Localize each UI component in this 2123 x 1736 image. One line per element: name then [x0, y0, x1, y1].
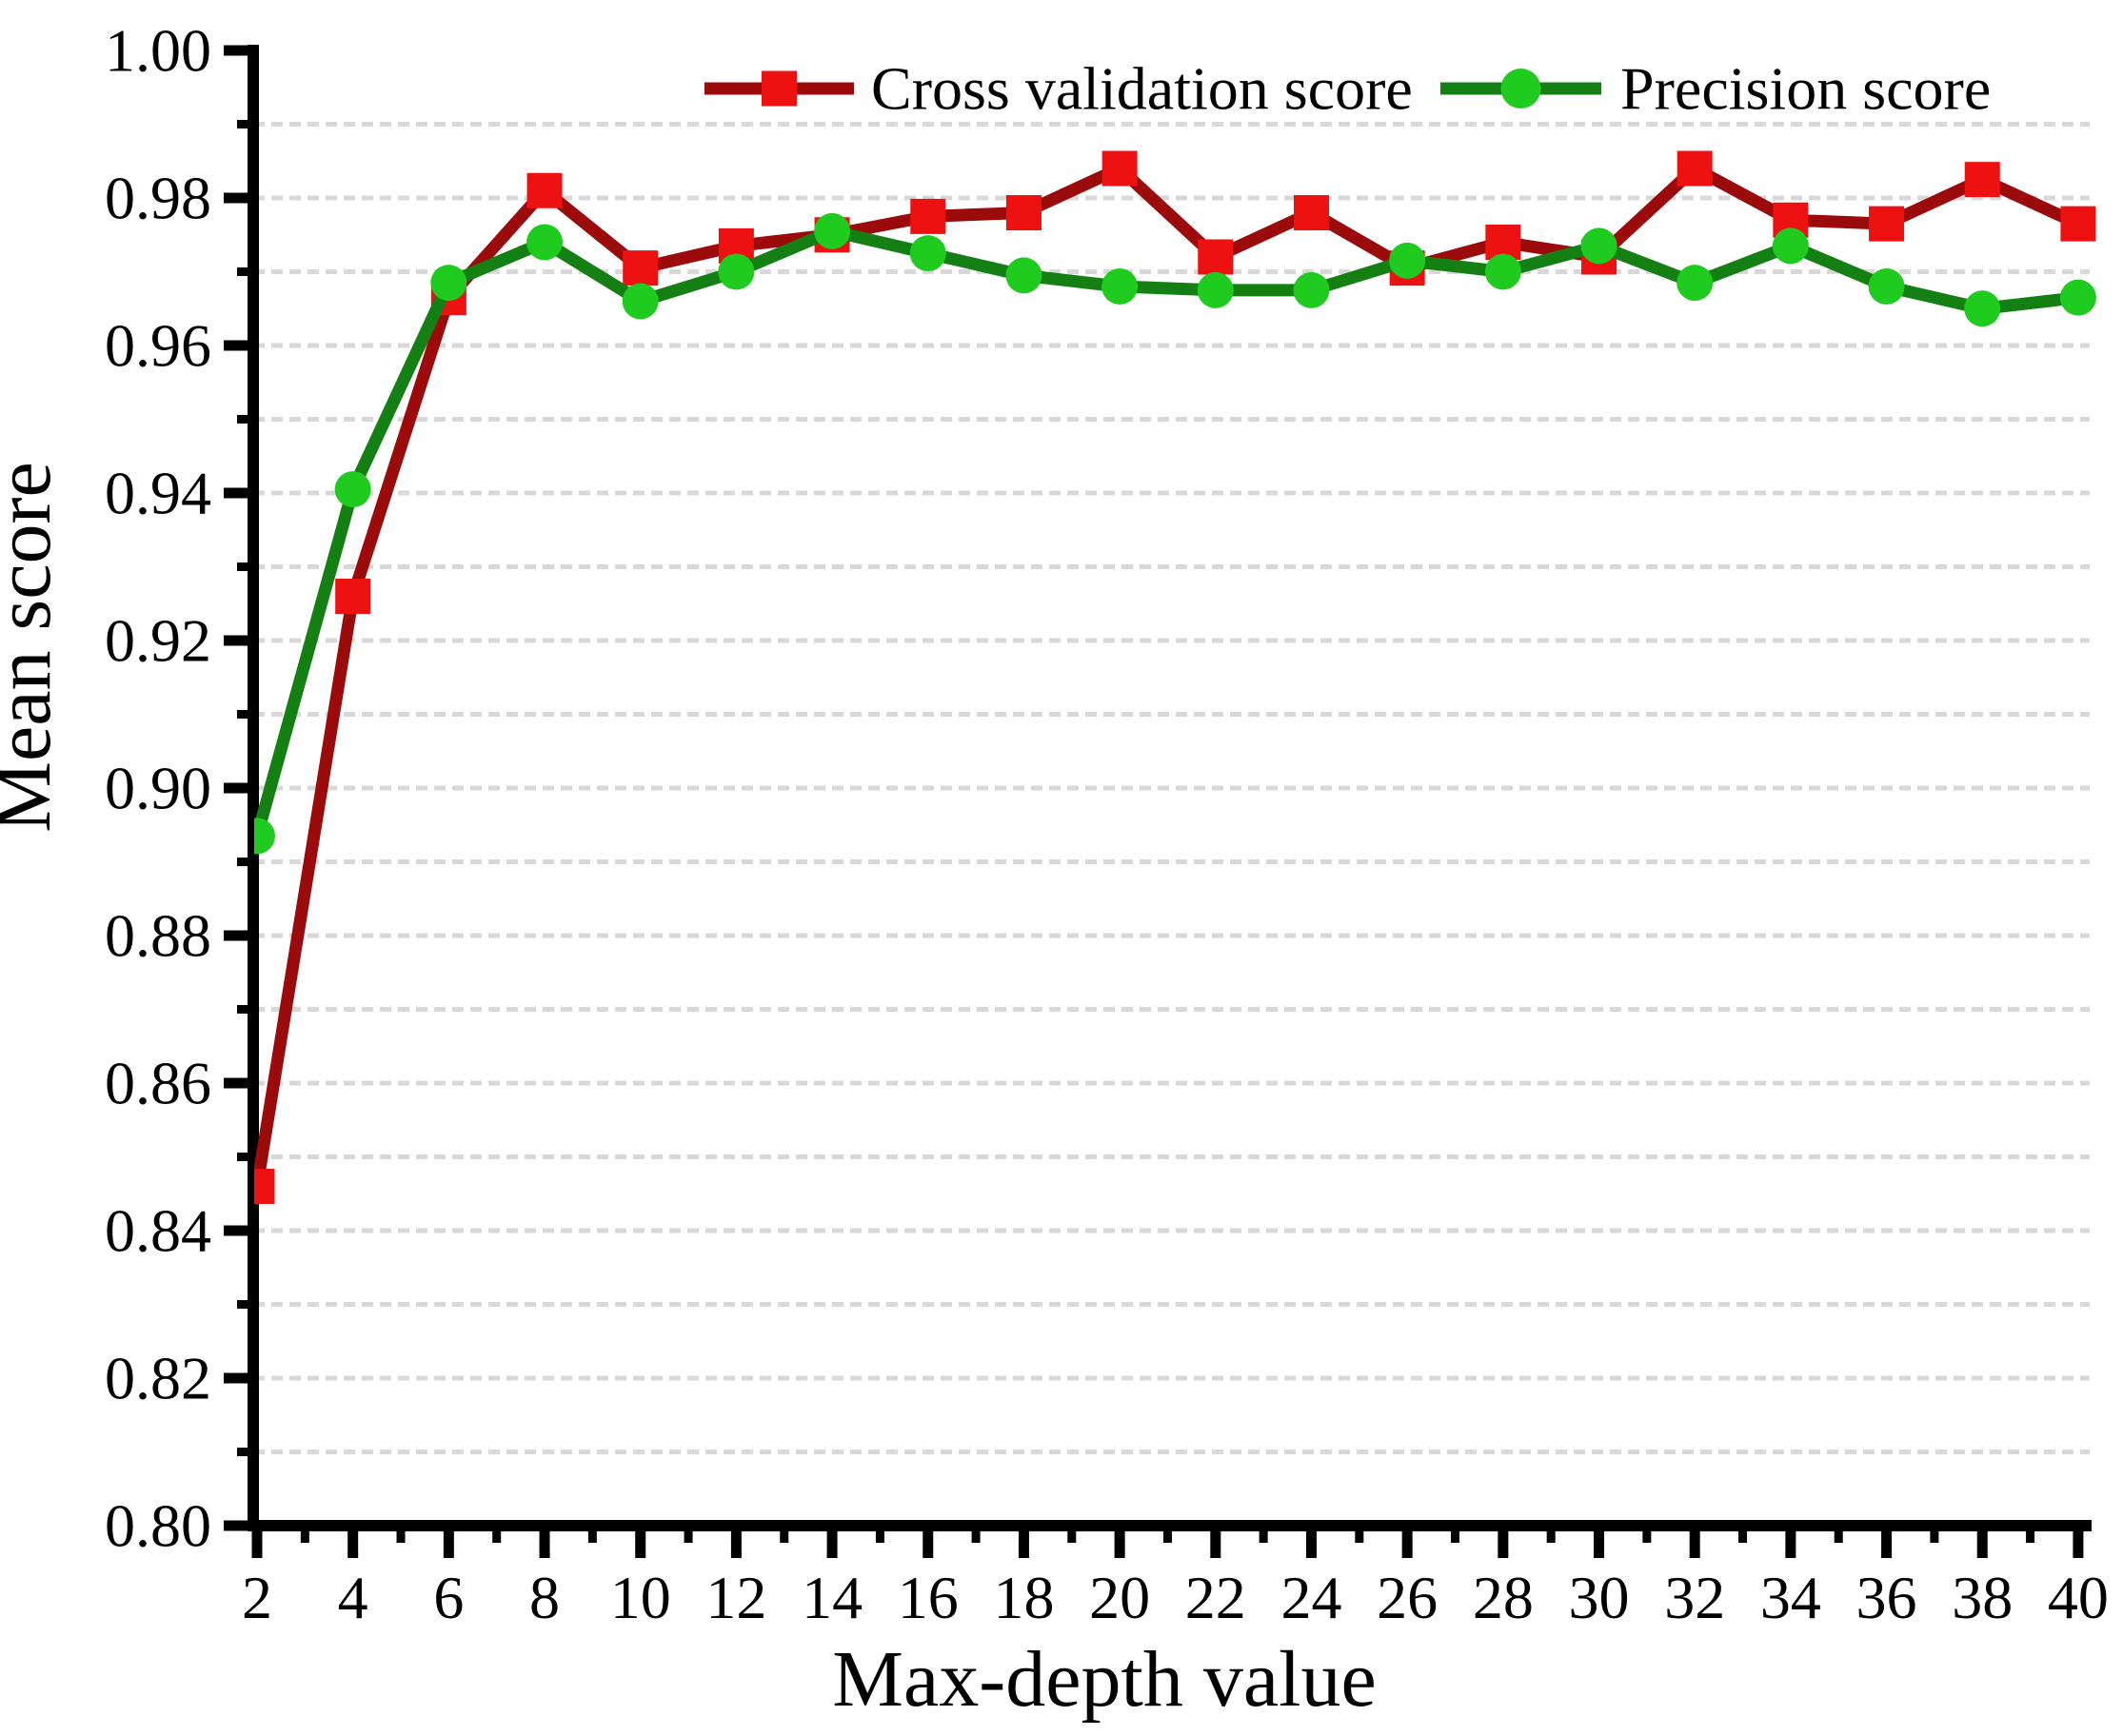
legend-label: Precision score: [1620, 55, 1991, 123]
y-tick-label: 0.86: [105, 1050, 211, 1117]
data-point-square: [2060, 206, 2096, 242]
data-point-square: [1198, 239, 1234, 275]
y-axis-title: Mean score: [0, 462, 68, 832]
y-tick-label: 0.94: [105, 460, 211, 527]
data-point-circle: [622, 283, 659, 320]
data-point-circle: [1677, 265, 1714, 302]
x-tick-label: 2: [242, 1564, 272, 1631]
data-point-square: [910, 198, 946, 234]
legend-label: Cross validation score: [871, 55, 1413, 123]
x-tick-label: 4: [338, 1564, 368, 1631]
data-point-square: [1677, 150, 1713, 187]
y-tick-label: 0.82: [105, 1345, 211, 1412]
data-point-circle: [254, 818, 275, 855]
data-point-circle: [1964, 290, 2001, 327]
data-point-square: [335, 579, 371, 614]
y-tick-label: 0.92: [105, 607, 211, 675]
legend-item: Precision score: [1440, 55, 1991, 123]
x-tick-label: 12: [705, 1564, 766, 1631]
x-tick-label: 24: [1280, 1564, 1341, 1631]
x-tick-label: 16: [898, 1564, 959, 1631]
x-tick-label: 22: [1185, 1564, 1246, 1631]
data-point-circle: [430, 265, 467, 302]
data-point-circle: [718, 253, 755, 290]
data-point-circle: [909, 235, 946, 272]
data-point-circle: [1197, 271, 1234, 308]
data-point-circle: [1868, 268, 1905, 305]
grid-layer: [253, 122, 2090, 1454]
x-tick-label: 40: [2048, 1564, 2109, 1631]
x-tick-label: 20: [1089, 1564, 1150, 1631]
data-point-square: [254, 1169, 275, 1204]
y-tick-label: 0.88: [105, 902, 211, 970]
x-tick-label: 10: [610, 1564, 671, 1631]
x-axis-title: Max-depth value: [832, 1635, 1376, 1724]
x-tick-label: 8: [529, 1564, 560, 1631]
data-point-square: [1964, 162, 2000, 198]
data-point-square: [1293, 195, 1329, 230]
y-tick-label: 0.84: [105, 1197, 211, 1265]
data-point-square: [1869, 206, 1905, 242]
data-point-circle: [526, 224, 564, 261]
x-tick-label: 28: [1473, 1564, 1534, 1631]
data-point-circle: [2059, 279, 2096, 316]
data-point-circle: [1772, 227, 1809, 265]
y-tick-label: 0.98: [105, 165, 211, 232]
x-tick-label: 38: [1952, 1564, 2013, 1631]
series-line-1: [254, 225, 2085, 842]
series-layer: [254, 150, 2096, 1204]
y-tick-label: 0.96: [105, 312, 211, 380]
data-point-circle: [1101, 268, 1139, 305]
data-point-square: [526, 172, 563, 208]
y-tick-label: 0.90: [105, 755, 211, 822]
x-tick-label: 30: [1569, 1564, 1630, 1631]
legend: Cross validation score Precision score: [704, 55, 1991, 123]
y-tick-label: 0.80: [105, 1492, 211, 1560]
data-point-circle: [1580, 227, 1617, 265]
axis-layer: 0.80 0.82 0.84 0.86 0.88 0.90 0.92 0.94 0.96 0.98…: [105, 17, 2109, 1632]
x-tick-label: 6: [433, 1564, 464, 1631]
data-point-square: [623, 250, 659, 286]
data-point-square: [1101, 150, 1138, 187]
data-point-square: [1005, 195, 1042, 230]
x-tick-label: 14: [802, 1564, 863, 1631]
legend-marker-square: [762, 70, 797, 107]
x-tick-label: 18: [993, 1564, 1054, 1631]
series-line-0: [254, 162, 2085, 1193]
data-point-circle: [814, 212, 851, 249]
data-point-circle: [334, 471, 371, 508]
data-point-circle: [1005, 257, 1042, 294]
data-point-circle: [1484, 253, 1521, 290]
legend-item: Cross validation score: [704, 55, 1413, 123]
data-point-circle: [1389, 242, 1426, 279]
data-point-circle: [1293, 271, 1330, 308]
x-tick-label: 36: [1856, 1564, 1917, 1631]
x-tick-label: 32: [1664, 1564, 1725, 1631]
x-tick-label: 34: [1760, 1564, 1821, 1631]
x-tick-label: 26: [1377, 1564, 1438, 1631]
legend-marker-circle: [1500, 69, 1541, 108]
y-tick-label: 1.00: [105, 17, 211, 85]
